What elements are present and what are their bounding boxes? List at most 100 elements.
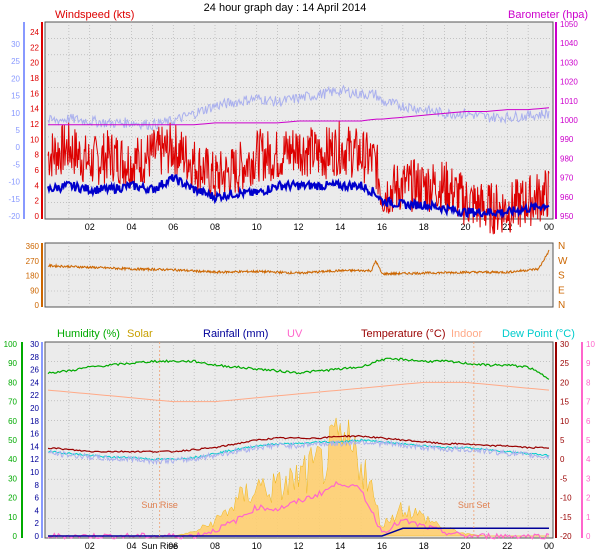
windspeed-y-tick: 8 — [35, 151, 40, 160]
temperature-y-tick: -5 — [560, 474, 568, 483]
uv-y-tick: 4 — [586, 455, 591, 464]
outer-left-y-tick: 0 — [16, 143, 21, 152]
direction-y-tick: 180 — [26, 272, 40, 281]
barometer-y-tick: 1030 — [560, 58, 578, 67]
humidity-y-tick: 0 — [13, 532, 18, 541]
uv-y-tick: 8 — [586, 378, 591, 387]
outer-left-y-tick: 15 — [11, 92, 20, 101]
humidity-panel-x-tick: 20 — [460, 541, 470, 551]
uv-y-tick: 6 — [586, 417, 591, 426]
windspeed-y-tick: 16 — [30, 89, 39, 98]
dewpoint-legend: Dew Point (°C) — [502, 328, 575, 340]
humidity-y-tick: 30 — [8, 474, 17, 483]
direction-y-tick: 90 — [30, 286, 39, 295]
humidity-panel-x-tick: 16 — [377, 541, 387, 551]
rain-y-tick: 8 — [35, 481, 40, 490]
barometer-y-tick: 990 — [560, 135, 574, 144]
barometer-y-tick: 1050 — [560, 20, 578, 29]
graph-title: 24 hour graph day : 14 April 2014 — [204, 2, 367, 14]
humidity-panel-x-tick: Sun Rise — [141, 541, 178, 551]
direction-y-tick: 270 — [26, 257, 40, 266]
compass-tick: E — [558, 285, 565, 296]
windspeed-y-tick: 18 — [30, 74, 39, 83]
humidity-panel-x-tick: 06 — [168, 541, 178, 551]
humidity-y-tick: 90 — [8, 359, 17, 368]
outer-left-y-tick: 5 — [16, 126, 21, 135]
windspeed-y-tick: 14 — [30, 105, 39, 114]
temperature-y-tick: -15 — [560, 513, 572, 522]
windspeed-y-tick: 22 — [30, 43, 39, 52]
direction-y-tick: 0 — [35, 301, 40, 310]
humidity-panel-x-tick: 00 — [544, 541, 554, 551]
humidity-panel-x-tick: 08 — [210, 541, 220, 551]
direction-line — [47, 249, 550, 277]
sunrise-label: Sun Rise — [141, 500, 178, 510]
barometer-y-tick: 950 — [560, 212, 574, 221]
barometer-y-tick: 970 — [560, 174, 574, 183]
humidity-y-tick: 70 — [8, 398, 17, 407]
wind-panel-x-tick: 08 — [210, 222, 220, 232]
temperature-y-tick: 25 — [560, 359, 569, 368]
barometer-y-tick: 1000 — [560, 116, 578, 125]
uv-y-tick: 10 — [586, 340, 595, 349]
wind-panel-x-tick: 22 — [502, 222, 512, 232]
rain-y-tick: 14 — [30, 442, 39, 451]
barometer-y-tick: 1010 — [560, 97, 578, 106]
outer-left-y-tick: -10 — [8, 178, 20, 187]
outer-left-y-tick: 30 — [11, 40, 20, 49]
uv-y-tick: 7 — [586, 398, 591, 407]
barometer-y-tick: 960 — [560, 193, 574, 202]
direction-panel-frame — [44, 242, 554, 308]
outer-left-y-tick: 10 — [11, 109, 20, 118]
windspeed-y-tick: 2 — [35, 197, 40, 206]
barometer-line — [48, 107, 550, 126]
humidity-legend: Humidity (%) — [57, 328, 120, 340]
uv-y-tick: 0 — [586, 532, 591, 541]
temperature-line — [47, 434, 549, 453]
windspeed-line — [47, 121, 550, 235]
temperature-y-tick: 10 — [560, 417, 569, 426]
wind-panel-x-tick: 04 — [126, 222, 136, 232]
wind-panel-x-tick: 18 — [419, 222, 429, 232]
compass-tick: W — [558, 256, 568, 267]
solar-legend: Solar — [127, 328, 153, 340]
outer-left-y-tick: 20 — [11, 74, 20, 83]
indoor-legend: Indoor — [451, 328, 483, 340]
sunset-label: Sun Set — [458, 500, 491, 510]
barometer-legend: Barometer (hpa) — [508, 9, 588, 21]
uv-y-tick: 1 — [586, 513, 591, 522]
windspeed-y-tick: 6 — [35, 166, 40, 175]
rain-y-tick: 2 — [35, 519, 40, 528]
wind-panel-x-tick: 02 — [85, 222, 95, 232]
humidity-y-tick: 80 — [8, 378, 17, 387]
barometer-y-tick: 1020 — [560, 78, 578, 87]
temperature-y-tick: 15 — [560, 398, 569, 407]
wind-panel-x-tick: 06 — [168, 222, 178, 232]
outer-series-line — [47, 84, 550, 131]
outer-left-y-tick: 25 — [11, 57, 20, 66]
windspeed-legend: Windspeed (kts) — [55, 9, 134, 21]
humidity-y-tick: 60 — [8, 417, 17, 426]
windspeed-y-tick: 10 — [30, 135, 39, 144]
barometer-y-tick: 980 — [560, 154, 574, 163]
uv-y-tick: 5 — [586, 436, 591, 445]
direction-y-tick: 360 — [26, 242, 40, 251]
rain-y-tick: 16 — [30, 430, 39, 439]
rain-y-tick: 10 — [30, 468, 39, 477]
wind-panel-x-tick: 14 — [335, 222, 345, 232]
rain-y-tick: 4 — [35, 506, 40, 515]
humidity-panel-x-tick: 10 — [252, 541, 262, 551]
uv-y-tick: 3 — [586, 474, 591, 483]
rain-y-tick: 24 — [30, 378, 39, 387]
outer-left-y-tick: -15 — [8, 195, 20, 204]
windspeed-y-tick: 24 — [30, 28, 39, 37]
rain-y-tick: 28 — [30, 353, 39, 362]
windspeed-y-tick: 20 — [30, 59, 39, 68]
uv-y-tick: 2 — [586, 494, 591, 503]
compass-tick: N — [558, 241, 565, 252]
humidity-line — [47, 357, 550, 380]
uv-y-tick: 9 — [586, 359, 591, 368]
wind-average-line — [47, 174, 550, 219]
humidity-panel-x-tick: 02 — [85, 541, 95, 551]
